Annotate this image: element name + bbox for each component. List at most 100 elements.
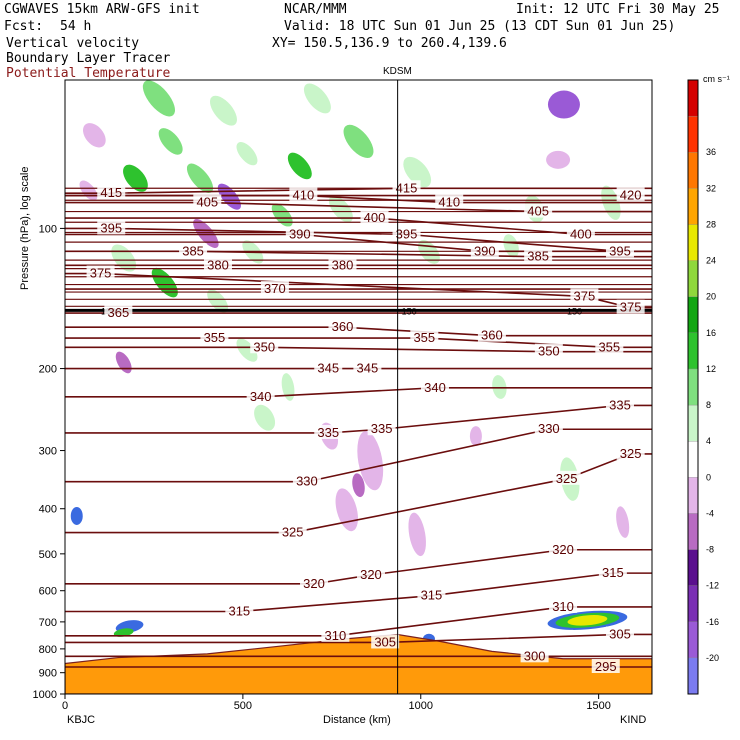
velocity-blob xyxy=(83,123,106,148)
theta-label-bg xyxy=(392,180,421,195)
theta-label: 330 xyxy=(538,421,560,436)
theta-label: 370 xyxy=(264,281,286,296)
theta-label-bg xyxy=(549,598,578,613)
theta-label-bg xyxy=(371,634,400,649)
theta-label: 345 xyxy=(357,361,379,376)
y-tick-label: 500 xyxy=(39,549,57,561)
colorbar-label: 8 xyxy=(706,400,711,410)
valid-time: Valid: 18 UTC Sun 01 Jun 25 (13 CDT Sun … xyxy=(284,19,676,34)
y-tick-label: 1000 xyxy=(33,689,57,701)
theta-label: 330 xyxy=(296,474,318,489)
theta-label: 320 xyxy=(360,567,382,582)
theta-label-bg xyxy=(225,603,254,618)
theta-contour xyxy=(65,428,652,483)
theta-label: 295 xyxy=(595,659,617,674)
theta-label-bg xyxy=(524,248,553,263)
theta-label-bg xyxy=(605,397,634,412)
theta-label-bg xyxy=(595,339,624,354)
theta-label: 410 xyxy=(293,188,315,203)
boundary-layer-tracer xyxy=(65,633,652,694)
theta-label-bg xyxy=(534,421,563,436)
theta-label: 420 xyxy=(620,188,642,203)
theta-label: 385 xyxy=(182,243,204,258)
velocity-blob xyxy=(236,338,258,362)
theta-label-bg xyxy=(104,305,133,320)
velocity-blob xyxy=(287,152,312,180)
y-tick-label: 900 xyxy=(39,668,57,680)
velocity-blob xyxy=(567,615,608,626)
theta-label: 325 xyxy=(556,471,578,486)
theta-label-bg xyxy=(285,226,314,241)
velocity-blob xyxy=(352,473,365,498)
velocity-blob xyxy=(193,218,219,249)
theta-label: 375 xyxy=(90,266,112,281)
theta-label: 380 xyxy=(332,257,354,272)
velocity-blob xyxy=(70,506,83,525)
velocity-blob xyxy=(236,142,258,166)
theta-contour xyxy=(65,633,652,644)
velocity-blob xyxy=(303,83,331,114)
theta-label-bg xyxy=(356,566,385,581)
colorbar-swatch xyxy=(687,404,699,442)
theta-label: 335 xyxy=(317,425,339,440)
theta-label-bg xyxy=(250,339,279,354)
y-tick-label: 300 xyxy=(39,446,57,458)
y-tick-label: 600 xyxy=(39,586,57,598)
velocity-blob xyxy=(142,80,176,117)
theta-contour xyxy=(65,201,652,213)
theta-label: 305 xyxy=(609,626,631,641)
theta-label-bg xyxy=(200,330,229,345)
theta-label: 335 xyxy=(371,421,393,436)
axes: 0 500 1000 1500 100 200 300 400 500 600 700 800 900 1… xyxy=(33,223,611,712)
center-label: NCAR/MMM xyxy=(284,2,347,17)
y-tick-label: 400 xyxy=(39,504,57,516)
theta-label: 415 xyxy=(100,185,122,200)
cross-section-coordinates: XY= 150.5,136.9 to 260.4,139.6 xyxy=(272,36,507,51)
theta-contour xyxy=(65,233,652,253)
field-vertical-velocity: Vertical velocity xyxy=(6,36,140,51)
theta-label: 390 xyxy=(289,226,311,241)
velocity-blob xyxy=(186,163,214,193)
colorbar-swatch xyxy=(687,188,699,225)
theta-label-bg xyxy=(435,194,464,209)
velocity-blob xyxy=(492,375,507,399)
velocity-blob xyxy=(547,90,580,119)
theta-label: 355 xyxy=(413,330,435,345)
plot-frame xyxy=(64,79,653,695)
theta-label: 320 xyxy=(552,542,574,557)
theta-label: 405 xyxy=(527,204,549,219)
theta-label-bg xyxy=(328,319,357,334)
theta-label-bg xyxy=(470,243,499,258)
theta-label: 385 xyxy=(527,249,549,264)
theta-label-bg xyxy=(203,257,232,272)
theta-label-bg xyxy=(552,470,581,485)
init-time: Init: 12 UTC Fri 30 May 25 xyxy=(516,2,720,17)
theta-label: 345 xyxy=(317,361,339,376)
theta-label-bg xyxy=(246,388,275,403)
velocity-blob xyxy=(115,351,132,374)
colorbar-swatch xyxy=(687,224,699,261)
theta-label-bg xyxy=(179,243,208,258)
theta-label-bg xyxy=(598,565,627,580)
field-potential-temperature: Potential Temperature xyxy=(6,66,171,81)
field-boundary-layer-tracer: Boundary Layer Tracer xyxy=(6,51,171,66)
forecast-hour: 54 h xyxy=(60,19,92,34)
theta-label: 380 xyxy=(207,257,229,272)
colorbar-label: 36 xyxy=(706,147,716,157)
theta-label-bg xyxy=(260,281,289,296)
colorbar-frame xyxy=(687,79,699,695)
theta-contour xyxy=(65,326,652,337)
theta-label-bg xyxy=(353,360,382,375)
colorbar-label: -4 xyxy=(706,508,714,518)
velocity-blob xyxy=(281,373,295,401)
theta-label: 350 xyxy=(538,344,560,359)
x-right-endpoint-label: KIND xyxy=(620,714,646,726)
velocity-blob xyxy=(403,156,432,188)
theta-label: 400 xyxy=(570,226,592,241)
velocity-blob xyxy=(469,426,482,447)
theta-label-bg xyxy=(566,226,595,241)
theta-label: 350 xyxy=(253,339,275,354)
x-tick-label: 0 xyxy=(62,700,68,712)
x-tick-label: 1500 xyxy=(586,700,610,712)
theta-label-bg xyxy=(477,327,506,342)
